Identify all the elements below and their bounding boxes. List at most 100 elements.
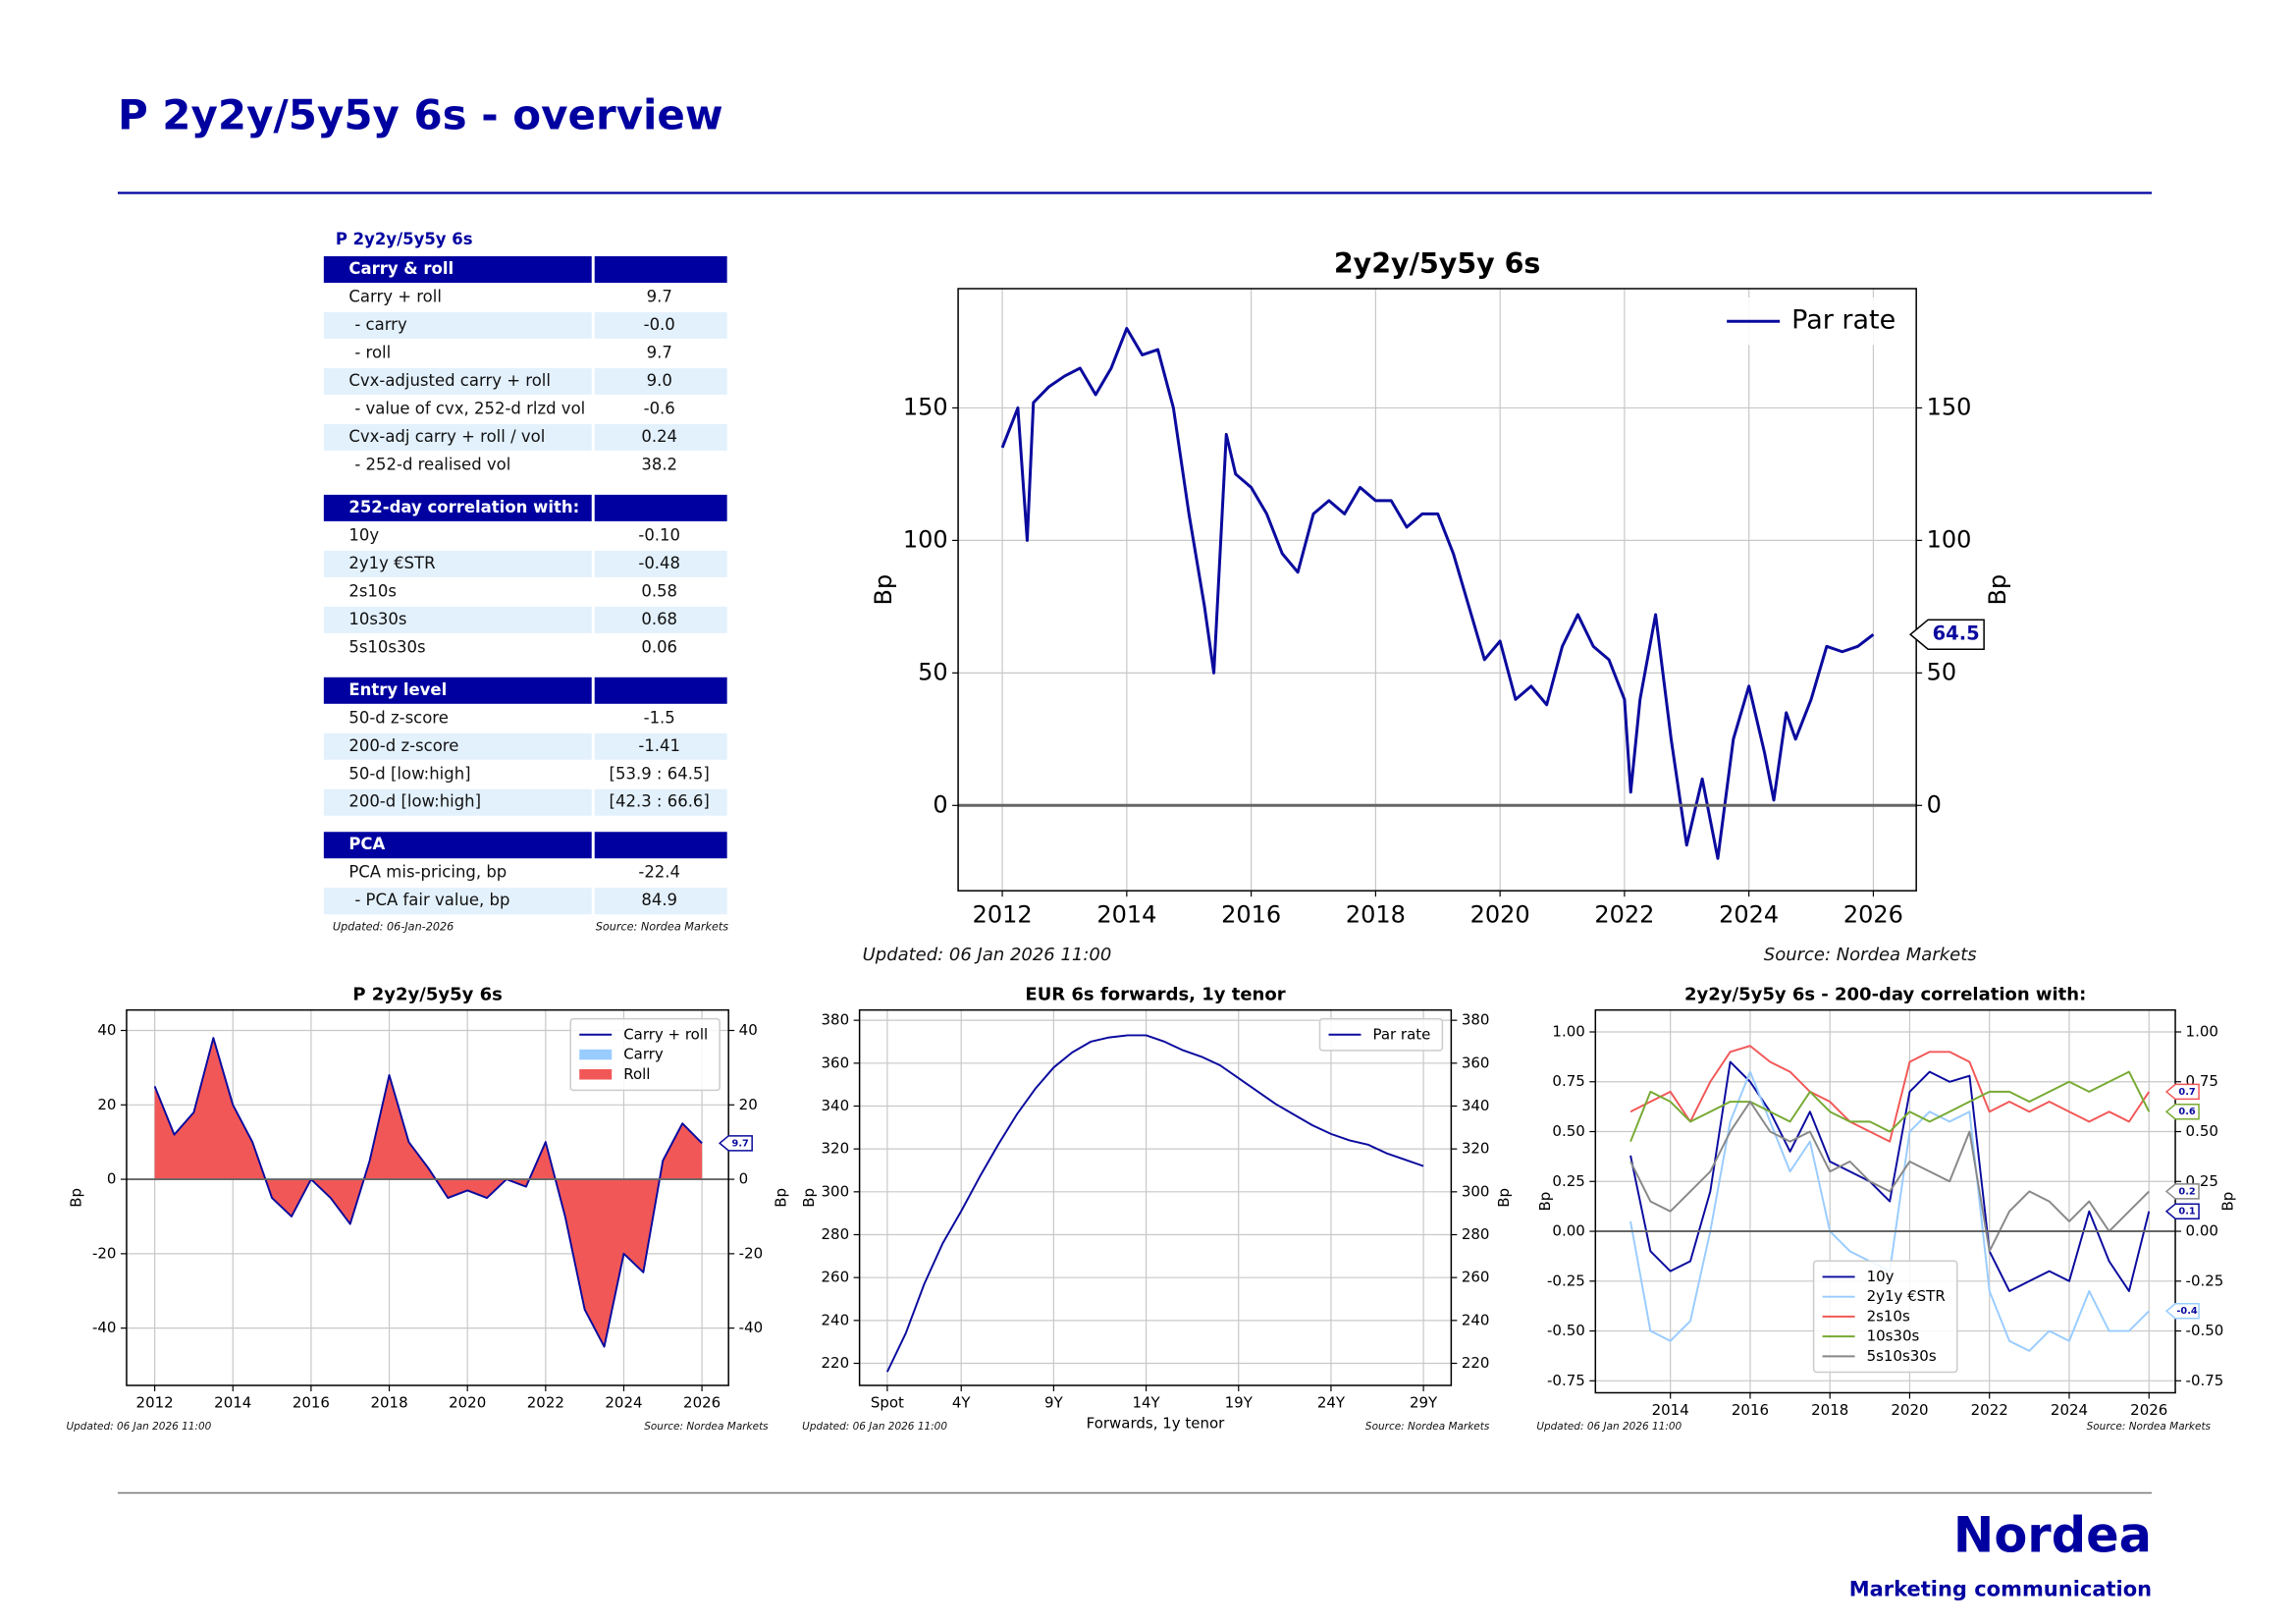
legend: Carry + roll Carry Roll (569, 1017, 721, 1092)
y-tick-label: 240 (822, 1311, 850, 1328)
section-header-bar (323, 677, 592, 704)
row-shade (323, 423, 592, 451)
y-tick-label: 40 (97, 1021, 116, 1039)
y-tick-label-right: 300 (1462, 1182, 1490, 1200)
y-axis-label: Bp (800, 1188, 818, 1208)
x-tick-label: 14Y (1132, 1393, 1160, 1411)
chart-title: EUR 6s forwards, 1y tenor (1025, 984, 1285, 1004)
y-tick-label: 0.00 (1552, 1222, 1584, 1240)
y-tick-label-right: 320 (1462, 1140, 1490, 1158)
row-label: - PCA fair value, bp (354, 891, 509, 909)
y-tick-label-right: 360 (1462, 1054, 1490, 1071)
y-axis-label-right: Bp (2219, 1192, 2237, 1212)
area (154, 1038, 703, 1347)
row-value: -0.48 (638, 554, 680, 572)
y-tick-label: 280 (822, 1225, 850, 1243)
y-tick-label-right: 0 (1927, 790, 1942, 818)
y-tick-label-right: 0.00 (2186, 1222, 2218, 1240)
footer-note: Marketing communication (1849, 1577, 2152, 1600)
x-tick-label: 2018 (370, 1393, 407, 1411)
last-value-tag (2164, 1103, 2200, 1120)
y-tick-label-right: -0.75 (2186, 1372, 2224, 1389)
last-value-tag (2164, 1083, 2200, 1101)
legend-label: 2y1y €STR (1867, 1287, 1946, 1305)
row-shade (323, 311, 592, 339)
row-shade (594, 606, 727, 633)
x-tick-label: 19Y (1225, 1393, 1254, 1411)
legend-label: Carry + roll (623, 1025, 708, 1043)
legend-frame (1812, 1260, 1958, 1374)
x-tick-label: 2022 (1594, 900, 1654, 928)
legend-label: Par rate (1372, 1025, 1430, 1043)
y-tick-label: 0 (933, 790, 947, 818)
section-header: 252-day correlation with: (348, 498, 579, 516)
line (1629, 1060, 2151, 1292)
legend-label: Roll (623, 1065, 650, 1083)
row-value: -0.0 (644, 315, 675, 334)
y-tick-label: 100 (903, 525, 948, 553)
row-label: PCA mis-pricing, bp (348, 863, 507, 882)
row-shade (594, 311, 727, 339)
chart-updated: Updated: 06 Jan 2026 11:00 (863, 945, 1112, 965)
section-header-bar (323, 255, 592, 283)
y-axis-label: Bp (1536, 1192, 1554, 1212)
x-tick-label: 9Y (1044, 1393, 1064, 1411)
table-title: P 2y2y/5y5y 6s (336, 230, 473, 248)
x-tick-label: 2018 (1346, 900, 1406, 928)
y-tick-label: -0.25 (1547, 1272, 1585, 1289)
y-tick-label-right: 20 (739, 1096, 758, 1113)
row-value: 9.7 (647, 343, 672, 361)
y-tick-label: 360 (822, 1054, 850, 1071)
row-value: -0.6 (644, 399, 675, 417)
row-label: 50-d z-score (348, 708, 449, 727)
chart-source: Source: Nordea Markets (644, 1421, 769, 1433)
y-tick-label-right: 50 (1927, 658, 1957, 685)
row-label: Carry + roll (348, 287, 442, 305)
x-tick-label: 2016 (1732, 1401, 1769, 1419)
y-tick-label-right: 0 (739, 1170, 749, 1188)
plot-frame (126, 1008, 729, 1386)
legend-swatch (579, 1049, 613, 1060)
x-tick-label: 2026 (2130, 1401, 2167, 1419)
section-header-bar (594, 494, 727, 521)
legend-label: Par rate (1791, 305, 1896, 336)
x-tick-label: 2014 (1652, 1401, 1689, 1419)
row-label: Cvx-adjusted carry + roll (348, 371, 551, 390)
y-tick-label: 1.00 (1552, 1022, 1584, 1040)
y-tick-label: 380 (822, 1011, 850, 1029)
legend: Par rate (1318, 1017, 1444, 1052)
row-label: - carry (354, 315, 407, 334)
last-value-label: 0.6 (2178, 1107, 2195, 1117)
row-shade (594, 888, 727, 915)
y-tick-label-right: -20 (739, 1244, 763, 1262)
last-value-tag (2164, 1303, 2200, 1320)
row-value: -1.5 (644, 708, 675, 727)
last-value-label: -0.4 (2176, 1306, 2198, 1317)
y-tick-label-right: -0.50 (2186, 1322, 2224, 1339)
legend-frame (1318, 1017, 1444, 1052)
row-shade (594, 732, 727, 760)
y-tick-label: 0.25 (1552, 1172, 1584, 1190)
section-header: Entry level (348, 680, 447, 699)
row-shade (594, 367, 727, 395)
y-tick-label: 320 (822, 1140, 850, 1158)
line (153, 1037, 703, 1348)
y-tick-label-right: 40 (739, 1021, 758, 1039)
x-tick-label: 2024 (1719, 900, 1779, 928)
legend-frame (1718, 297, 1908, 346)
x-tick-label: 2014 (214, 1393, 251, 1411)
section-header-bar (323, 832, 592, 859)
table-updated: Updated: 06-Jan-2026 (333, 921, 454, 934)
y-tick-label: 20 (97, 1096, 116, 1113)
line (1629, 1070, 2151, 1143)
last-value-tag (719, 1135, 753, 1152)
row-label: 10s30s (348, 610, 406, 628)
y-tick-label-right: 150 (1927, 393, 1972, 420)
section-header-bar (594, 832, 727, 859)
y-tick-label: -20 (92, 1244, 116, 1262)
legend: Par rate (1718, 297, 1908, 346)
y-tick-label: -40 (92, 1319, 116, 1336)
row-value: 0.68 (641, 610, 677, 628)
x-tick-label: 29Y (1410, 1393, 1438, 1411)
row-shade (323, 367, 592, 395)
